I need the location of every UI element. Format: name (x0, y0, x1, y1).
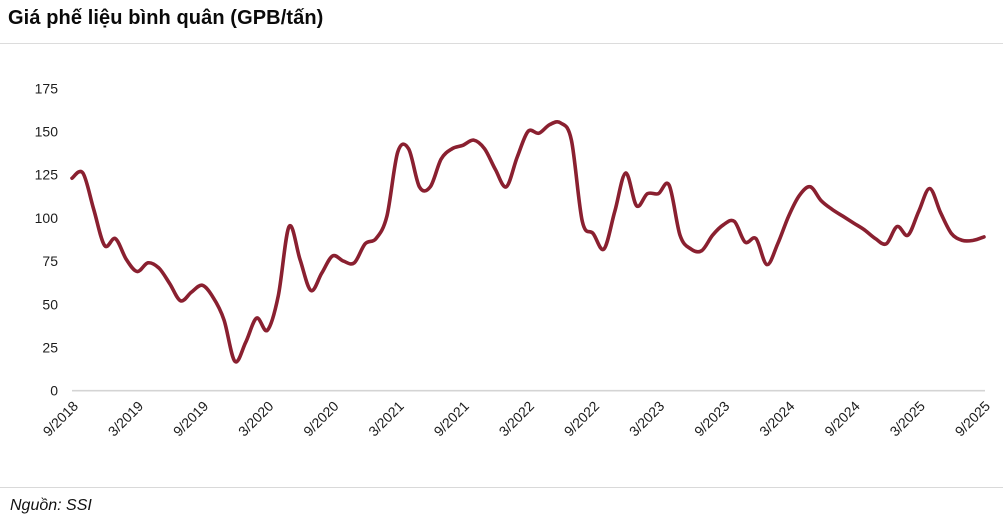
x-tick-label: 3/2021 (365, 398, 407, 440)
x-tick-label: 9/2019 (170, 398, 212, 440)
y-tick-label: 25 (42, 340, 58, 356)
y-tick-label: 50 (42, 296, 58, 312)
y-tick-label: 0 (50, 383, 58, 399)
source-label: Nguồn: SSI (10, 497, 92, 514)
y-tick-label: 150 (35, 124, 59, 140)
x-tick-label: 3/2025 (886, 398, 928, 440)
x-tick-label: 9/2018 (40, 398, 82, 440)
y-tick-label: 100 (35, 210, 59, 226)
chart-title: Giá phế liệu bình quân (GPB/tấn) (8, 7, 324, 29)
x-tick-label: 3/2019 (105, 398, 147, 440)
x-tick-label: 9/2025 (952, 398, 994, 440)
x-tick-label: 3/2023 (626, 398, 668, 440)
x-tick-label: 9/2024 (821, 398, 863, 440)
x-tick-label: 3/2024 (756, 398, 798, 440)
x-tick-label: 3/2022 (496, 398, 538, 440)
x-tick-label: 9/2020 (300, 398, 342, 440)
y-tick-label: 125 (35, 167, 59, 183)
footer-divider (0, 487, 1003, 488)
x-tick-label: 9/2021 (430, 398, 472, 440)
title-divider (0, 43, 1003, 44)
y-tick-label: 175 (35, 80, 59, 96)
x-tick-label: 3/2020 (235, 398, 277, 440)
x-tick-label: 9/2023 (691, 398, 733, 440)
price-line (70, 120, 986, 364)
y-tick-label: 75 (42, 253, 58, 269)
x-tick-label: 9/2022 (561, 398, 603, 440)
